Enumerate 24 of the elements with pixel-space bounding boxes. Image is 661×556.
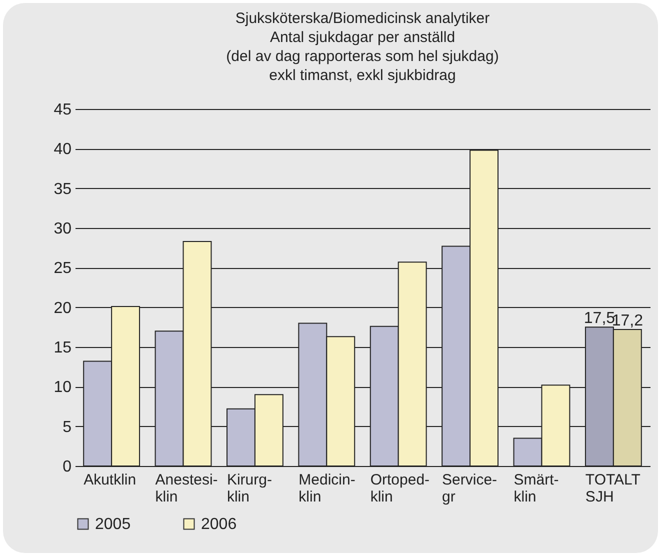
y-tick-label: 15 bbox=[54, 340, 72, 356]
x-tick-label: Akutklin bbox=[84, 472, 136, 488]
text: exkl timanst, exkl sjukbidrag bbox=[269, 67, 456, 84]
legend-label: 2006 bbox=[201, 516, 237, 533]
x-tick-label: Kirurg- klin bbox=[226, 472, 272, 506]
y-tick-label: 30 bbox=[54, 220, 72, 238]
y-tick-label: 35 bbox=[54, 180, 72, 198]
x-tick-label: Ortoped- klin bbox=[370, 472, 430, 506]
text: (del av dag rapporteras som hel sjukdag) bbox=[226, 48, 499, 65]
y-tick-label: 5 bbox=[62, 418, 72, 436]
legend-label: 2005 bbox=[95, 516, 131, 533]
y-tick-label: 0 bbox=[62, 458, 72, 476]
text: Antal sjukdagar per anställd bbox=[270, 29, 456, 46]
x-tick-label: Service- gr bbox=[442, 472, 498, 506]
y-tick-label: 40 bbox=[54, 141, 72, 158]
x-tick-label: Smärt- klin bbox=[514, 472, 559, 506]
y-tick-label: 25 bbox=[54, 260, 72, 278]
x-tick-label: Anestesi- klin bbox=[155, 472, 218, 506]
y-tick-label: 20 bbox=[54, 300, 72, 317]
x-tick-label: Medicin- klin bbox=[298, 472, 356, 506]
y-tick-label: 10 bbox=[54, 379, 72, 396]
x-tick-label: TOTALT SJH bbox=[585, 472, 640, 506]
y-tick-label: 45 bbox=[54, 102, 72, 118]
text: Sjuksköterska/Biomedicinsk analytiker bbox=[235, 10, 490, 27]
